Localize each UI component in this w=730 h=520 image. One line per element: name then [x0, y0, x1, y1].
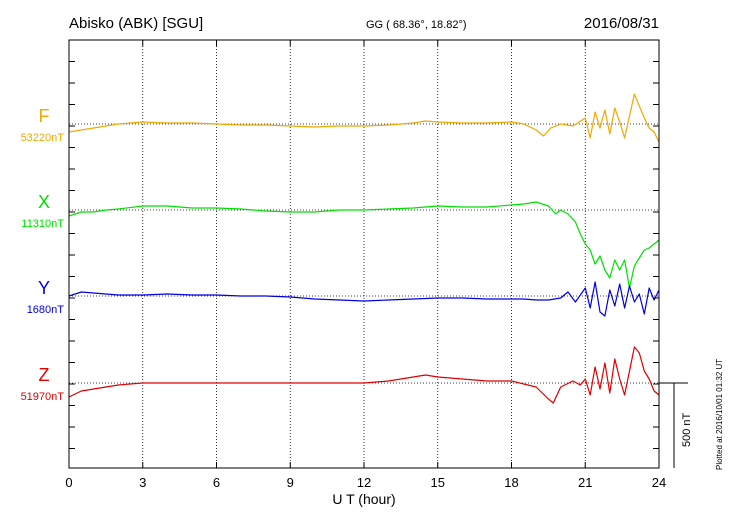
series-name-f: F	[39, 106, 50, 126]
series-baseline-x: 11310nT	[21, 218, 64, 230]
x-tick-label: 18	[504, 475, 518, 490]
series-baseline-y: 1680nT	[27, 304, 65, 316]
coordinates-label: GG ( 68.36°, 18.82°)	[366, 19, 467, 31]
x-tick-label: 9	[287, 475, 294, 490]
grid-layer	[142, 40, 586, 468]
x-tick-label: 12	[357, 475, 371, 490]
series-line-y	[68, 281, 660, 317]
scale-bar-label: 500 nT	[681, 412, 693, 447]
series-line-x	[68, 201, 660, 289]
series-name-y: Y	[38, 278, 50, 298]
label-layer: 0 3 6 9 12 15 18 21 24 F 53220nT X 11310nT Y 1680nT Z 51…	[21, 106, 667, 490]
x-tick-label: 24	[652, 475, 666, 490]
series-name-x: X	[38, 192, 50, 212]
series-line-z	[68, 346, 660, 404]
plotted-at-label: Plotted at 2016/10/01 01:32 UT	[715, 359, 724, 470]
tick-layer	[68, 40, 660, 468]
x-tick-label: 6	[213, 475, 220, 490]
station-title: Abisko (ABK) [SGU]	[69, 15, 203, 32]
date-label: 2016/08/31	[584, 15, 659, 32]
series-name-z: Z	[39, 365, 50, 385]
x-tick-label: 21	[578, 475, 592, 490]
x-tick-label: 0	[65, 475, 72, 490]
series-layer	[68, 93, 660, 404]
x-axis-label: U T (hour)	[332, 491, 395, 507]
series-baseline-z: 51970nT	[21, 391, 65, 403]
series-baseline-f: 53220nT	[21, 132, 65, 144]
series-line-f	[68, 93, 660, 143]
x-tick-label: 15	[431, 475, 445, 490]
x-tick-label: 3	[139, 475, 146, 490]
